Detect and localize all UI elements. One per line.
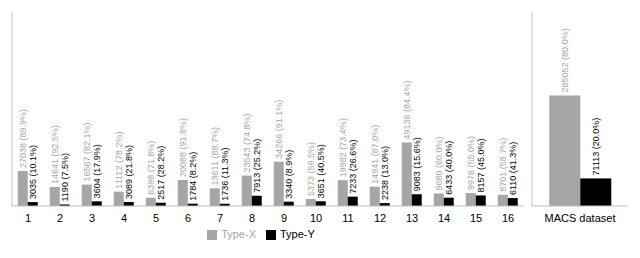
svg-text:8: 8 <box>249 212 255 224</box>
svg-text:2517 (28.2%): 2517 (28.2%) <box>156 146 166 200</box>
svg-text:49136 (84.4%): 49136 (84.4%) <box>402 80 412 139</box>
svg-text:1784 (8.2%): 1784 (8.2%) <box>188 152 198 201</box>
html-text:Type-X: Type-X <box>221 228 256 240</box>
svg-text:3035 (10.1%): 3035 (10.1%) <box>28 145 38 199</box>
svg-text:14641 (92.5%): 14641 (92.5%) <box>50 125 60 184</box>
svg-text:15: 15 <box>470 212 482 224</box>
svg-text:3089 (21.8%): 3089 (21.8%) <box>124 145 134 199</box>
svg-text:23543 (74.8%): 23543 (74.8%) <box>242 114 252 173</box>
svg-text:20088 (91.8%): 20088 (91.8%) <box>178 118 188 177</box>
svg-text:6110 (41.3%): 6110 (41.3%) <box>508 142 518 195</box>
svg-text:2: 2 <box>57 212 63 224</box>
html-text:Type-Y: Type-Y <box>280 228 315 240</box>
svg-text:6433 (40.0%): 6433 (40.0%) <box>444 141 454 195</box>
svg-text:7: 7 <box>217 212 223 224</box>
svg-text:9083 (15.6%): 9083 (15.6%) <box>412 137 422 191</box>
svg-text:13: 13 <box>406 212 418 224</box>
svg-text:3604 (17.9%): 3604 (17.9%) <box>92 144 102 198</box>
svg-text:9680 (60.0%): 9680 (60.0%) <box>434 136 444 190</box>
svg-text:5: 5 <box>153 212 159 224</box>
svg-text:5373 (59.5%): 5373 (59.5%) <box>306 142 316 196</box>
svg-text:12: 12 <box>374 212 386 224</box>
svg-text:1190 (7.5%): 1190 (7.5%) <box>60 153 70 201</box>
svg-text:1: 1 <box>25 212 31 224</box>
svg-text:19982 (73.4%): 19982 (73.4%) <box>338 118 348 177</box>
svg-text:14: 14 <box>438 212 450 224</box>
svg-text:13611 (88.7%): 13611 (88.7%) <box>210 127 220 185</box>
svg-text:7233 (26.6%): 7233 (26.6%) <box>348 140 358 194</box>
svg-text:6398 (71.8%): 6398 (71.8%) <box>146 141 156 195</box>
svg-text:2238 (13.0%): 2238 (13.0%) <box>380 146 390 200</box>
svg-text:1736 (11.3%): 1736 (11.3%) <box>220 147 230 200</box>
svg-text:14941 (87.0%): 14941 (87.0%) <box>370 125 380 184</box>
svg-text:10: 10 <box>310 212 322 224</box>
svg-text:3340 (8.9%): 3340 (8.9%) <box>284 150 294 199</box>
svg-text:7913 (25.2%): 7913 (25.2%) <box>252 139 262 193</box>
svg-text:MACS dataset: MACS dataset <box>545 212 616 224</box>
svg-text:8701 (58.7%): 8701 (58.7%) <box>498 138 508 192</box>
svg-text:71113 (20.0%): 71113 (20.0%) <box>591 118 601 176</box>
svg-text:3651 (40.5%): 3651 (40.5%) <box>316 144 326 198</box>
svg-text:4: 4 <box>121 212 127 224</box>
svg-text:285052 (80.0%): 285052 (80.0%) <box>560 28 570 92</box>
svg-text:8157 (45.0%): 8157 (45.0%) <box>476 138 486 192</box>
svg-text:11112 (78.2%): 11112 (78.2%) <box>114 132 124 189</box>
svg-text:34266 (91.1%): 34266 (91.1%) <box>274 100 284 159</box>
svg-text:16567 (82.1%): 16567 (82.1%) <box>82 123 92 182</box>
svg-text:11: 11 <box>342 212 353 224</box>
svg-text:27038 (89.9%): 27038 (89.9%) <box>18 109 28 168</box>
svg-text:16: 16 <box>502 212 514 224</box>
svg-text:6: 6 <box>185 212 191 224</box>
svg-text:9: 9 <box>281 212 287 224</box>
svg-text:9976 (55.0%): 9976 (55.0%) <box>466 136 476 190</box>
svg-text:3: 3 <box>89 212 95 224</box>
